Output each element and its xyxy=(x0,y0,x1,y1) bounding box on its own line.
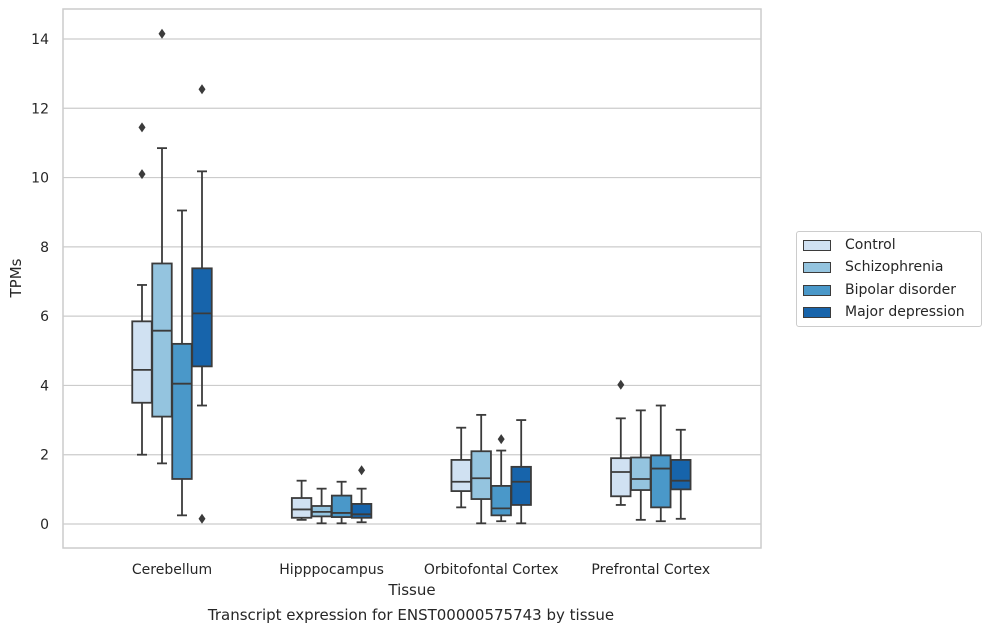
box-bipolar-disorder xyxy=(490,434,512,523)
y-tick-label: 8 xyxy=(40,240,49,256)
x-tick-label: Orbitofontal Cortex xyxy=(424,562,559,578)
outlier-point xyxy=(497,434,505,445)
box-iqr xyxy=(151,262,173,418)
y-tick-label: 10 xyxy=(31,171,49,187)
box-major-depression xyxy=(670,428,692,520)
box-iqr xyxy=(131,320,153,404)
box-schizophrenia xyxy=(310,487,333,525)
box-iqr xyxy=(450,459,472,492)
box-bipolar-disorder xyxy=(650,404,672,523)
outlier-point xyxy=(617,379,625,390)
y-tick-labels: 0 2 4 6 8 10 12 14 xyxy=(31,32,49,533)
legend-swatch xyxy=(803,239,831,251)
box-iqr xyxy=(670,459,692,491)
x-tick-label: Cerebellum xyxy=(132,562,212,578)
legend-item-control: Control xyxy=(803,235,896,255)
box-control xyxy=(131,122,153,456)
legend-swatch xyxy=(803,284,831,296)
legend: Control Schizophrenia Bipolar disorder M… xyxy=(796,231,982,327)
y-tick-label: 6 xyxy=(40,309,49,325)
box-iqr xyxy=(650,454,672,509)
box-major-depression xyxy=(191,84,213,524)
box-iqr xyxy=(490,484,512,517)
x-tick-label: Prefrontal Cortex xyxy=(591,562,710,578)
box-schizophrenia xyxy=(470,413,492,525)
y-tick-label: 4 xyxy=(40,378,49,394)
box-iqr xyxy=(330,494,353,518)
outlier-point xyxy=(358,465,366,476)
outlier-point xyxy=(138,169,146,180)
y-tick-label: 0 xyxy=(40,517,49,533)
outlier-point xyxy=(158,28,166,39)
box-iqr xyxy=(350,503,373,519)
x-axis-label: Tissue xyxy=(387,581,435,599)
legend-swatch xyxy=(803,261,831,273)
legend-label: Schizophrenia xyxy=(845,259,944,275)
plot-frame xyxy=(62,8,762,549)
legend-item-schizophrenia: Schizophrenia xyxy=(803,257,943,277)
box-control xyxy=(610,379,632,506)
box-bipolar-disorder xyxy=(330,480,353,525)
box-bipolar-disorder xyxy=(171,209,193,517)
y-axis-label: TPMs xyxy=(7,258,25,298)
box-iqr xyxy=(610,457,632,498)
box-control xyxy=(290,479,313,521)
box-iqr xyxy=(630,456,652,491)
x-tick-labels: Cerebellum Hipppocampus Orbitofontal Corte… xyxy=(132,562,710,578)
legend-label: Bipolar disorder xyxy=(845,282,957,298)
box-iqr xyxy=(290,497,313,519)
x-tick-label: Hipppocampus xyxy=(279,562,384,578)
y-tick-label: 14 xyxy=(31,32,49,48)
legend-item-major-depression: Major depression xyxy=(803,302,965,322)
box-iqr xyxy=(510,465,532,506)
y-tick-label: 12 xyxy=(31,101,49,117)
box-iqr xyxy=(470,450,492,500)
legend-swatch xyxy=(803,306,831,318)
box-groups xyxy=(131,28,692,525)
legend-item-bipolar-disorder: Bipolar disorder xyxy=(803,280,956,300)
box-iqr xyxy=(191,267,213,368)
box-major-depression xyxy=(350,465,373,524)
box-schizophrenia xyxy=(630,409,652,521)
box-schizophrenia xyxy=(151,28,173,465)
box-iqr xyxy=(171,342,193,480)
chart-title: Transcript expression for ENST0000057574… xyxy=(207,606,615,624)
y-tick-label: 2 xyxy=(40,448,49,464)
legend-label: Major depression xyxy=(845,304,965,320)
legend-label: Control xyxy=(845,237,896,253)
outlier-point xyxy=(198,513,206,524)
box-control xyxy=(450,426,472,509)
box-major-depression xyxy=(510,419,532,525)
outlier-point xyxy=(138,122,146,133)
outlier-point xyxy=(198,84,206,95)
